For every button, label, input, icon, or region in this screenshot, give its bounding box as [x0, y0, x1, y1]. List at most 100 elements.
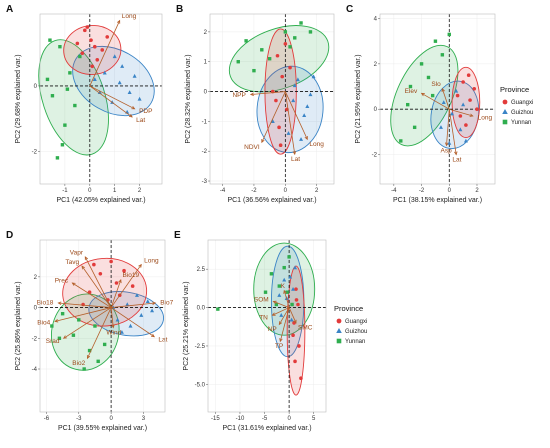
point-guizhou [132, 73, 137, 78]
point-guizhou [291, 98, 296, 103]
plot-border [207, 239, 327, 413]
arrow-head-icon [279, 338, 283, 343]
y-tick-label: 2 [374, 62, 378, 68]
loading-arrow [58, 302, 112, 308]
point-guizhou [293, 265, 298, 270]
x-tick-label: 2 [315, 188, 319, 194]
point-guangxi [455, 93, 460, 98]
point-guizhou [450, 111, 455, 116]
point-guangxi [466, 73, 471, 77]
loading-label: Tavg [65, 259, 79, 266]
loading-label: Bio2 [72, 360, 85, 367]
legend-title: Province [334, 304, 363, 313]
point-guizhou [115, 317, 120, 322]
point-guangxi [280, 74, 285, 79]
point-yunnan [283, 30, 288, 34]
x-axis-label: PC1 (36.56% explained var.) [227, 197, 316, 204]
point-guizhou [137, 96, 142, 101]
loading-arrow [81, 265, 112, 308]
plot-border [39, 13, 163, 185]
loading-label: Long [309, 141, 324, 148]
loading-label: Vapr [70, 249, 84, 256]
loading-arrow [89, 85, 135, 110]
loading-arrow [72, 282, 112, 308]
y-tick-label: -2 [32, 336, 38, 342]
arrow-head-icon [138, 263, 142, 268]
point-guangxi [277, 125, 281, 130]
point-yunnan [236, 60, 240, 64]
point-guangxi [105, 35, 110, 39]
legend-province-bottom: Province Guangxi Guizhou Yunnan [334, 304, 367, 345]
point-guangxi [294, 298, 299, 302]
y-tick-label: 2 [34, 275, 38, 281]
point-yunnan [433, 39, 438, 43]
loading-label: Lat [452, 156, 461, 163]
arrow-head-icon [86, 355, 91, 360]
legend-marker-square-icon [336, 338, 342, 344]
x-tick-label: 0 [284, 188, 288, 194]
loading-label: Long [122, 13, 137, 20]
point-yunnan [399, 139, 403, 143]
point-guangxi [90, 64, 95, 69]
legend-marker-square-icon [502, 119, 508, 125]
y-tick-label: 2.5 [197, 267, 206, 273]
point-yunnan [440, 53, 445, 57]
point-guizhou [458, 127, 463, 132]
panel-letter: A [6, 4, 13, 15]
point-guizhou [97, 90, 102, 95]
legend-item-guizhou: Guizhou [336, 328, 367, 335]
loading-arrow [110, 307, 114, 328]
point-yunnan [288, 45, 292, 49]
point-guizhou [461, 102, 466, 107]
y-tick-label: -4 [32, 367, 38, 373]
x-tick-label: -15 [211, 416, 220, 422]
x-tick-label: 0 [88, 188, 92, 194]
loading-arrow [110, 264, 142, 308]
x-tick-label: 2 [475, 188, 479, 194]
arrow-head-icon [261, 139, 265, 144]
legend-label: Guizhou [511, 110, 533, 116]
point-yunnan [216, 307, 220, 311]
y-tick-label: 1 [204, 60, 208, 66]
loading-label: Slo [431, 81, 441, 88]
point-guangxi [297, 344, 301, 348]
point-yunnan [406, 102, 410, 107]
point-guangxi [95, 57, 100, 62]
point-guangxi [114, 281, 119, 285]
loading-label: Long [144, 257, 159, 264]
plot-border [39, 239, 166, 413]
arrow-head-icon [271, 312, 276, 316]
panel-letter: E [174, 230, 181, 241]
point-yunnan [63, 123, 67, 127]
loading-label: K [281, 283, 286, 290]
point-yunnan [77, 318, 81, 322]
point-guangxi [274, 98, 278, 103]
point-yunnan [260, 48, 264, 52]
point-yunnan [68, 71, 72, 75]
loading-label: SOM [254, 297, 269, 304]
point-guangxi [89, 38, 93, 42]
point-guizhou [311, 74, 316, 79]
point-yunnan [308, 30, 313, 34]
ellipse-yunnan [253, 242, 316, 336]
point-yunnan [430, 93, 435, 98]
legend-item-guangxi: Guangxi [336, 318, 367, 325]
point-guizhou [308, 92, 313, 97]
ellipse-yunnan [228, 25, 330, 93]
loading-arrow [89, 20, 121, 87]
point-guizhou [277, 293, 282, 297]
loading-arrow [89, 85, 133, 118]
arrow-head-icon [57, 301, 62, 305]
x-axis-label: PC1 (39.55% explained var.) [58, 425, 147, 432]
x-tick-label: -4 [220, 188, 226, 194]
loading-arrow [273, 301, 290, 308]
x-tick-label: -2 [251, 188, 257, 194]
y-tick-label: 0 [204, 90, 208, 96]
point-guangxi [464, 123, 468, 127]
point-yunnan [293, 36, 297, 40]
arrow-head-icon [81, 265, 86, 270]
arrow-head-icon [62, 335, 67, 339]
point-yunnan [290, 302, 294, 307]
point-guizhou [286, 131, 291, 135]
